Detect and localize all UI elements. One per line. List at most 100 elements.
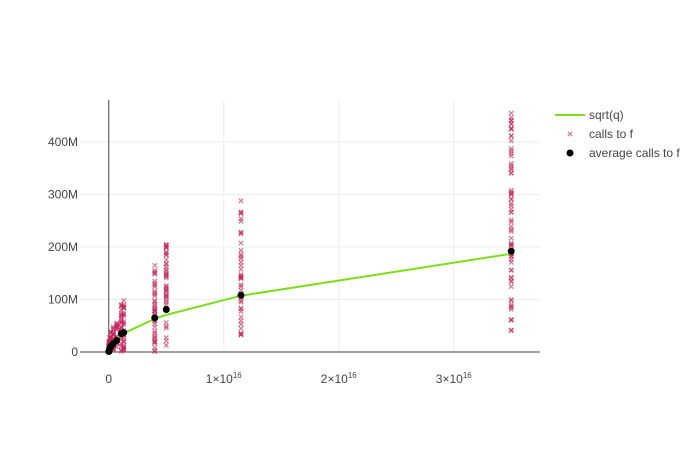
x-tick-label: 2×1016 (321, 371, 357, 386)
series-sqrt-q (107, 252, 512, 353)
calls-to-f-marker (163, 241, 169, 248)
average-calls-marker (151, 314, 159, 322)
calls-to-f-marker (238, 251, 244, 258)
x-tick-base: 2×10 (321, 372, 348, 386)
calls-to-f-marker (163, 319, 169, 326)
calls-to-f-marker (508, 223, 514, 230)
calls-to-f-marker (508, 327, 514, 333)
calls-to-f-marker (121, 338, 127, 344)
calls-to-f-marker (152, 335, 158, 341)
calls-to-f-marker (121, 313, 127, 319)
calls-to-f-marker (508, 306, 514, 313)
calls-to-f-marker (238, 299, 244, 305)
legend-item[interactable]: sqrt(q) (555, 108, 624, 122)
x-tick-label: 0 (105, 372, 112, 386)
calls-to-f-marker (163, 257, 169, 263)
calls-to-f-marker (163, 261, 169, 267)
calls-to-f-marker (508, 200, 514, 207)
calls-to-f-marker (152, 328, 158, 334)
x-tick-label: 3×1016 (436, 371, 472, 386)
legend-item[interactable]: calls to f (567, 127, 634, 141)
calls-to-f-marker (163, 252, 169, 258)
calls-to-f-marker (508, 110, 514, 116)
x-tick-base: 0 (105, 372, 112, 386)
calls-to-f-marker (508, 133, 514, 139)
calls-to-f-marker (121, 303, 127, 309)
calls-to-f-marker (508, 243, 514, 249)
legend-swatch-dot (566, 149, 574, 157)
legend-label: calls to f (589, 127, 634, 141)
calls-to-f-marker (114, 320, 120, 326)
calls-to-f-marker (152, 345, 158, 351)
calls-to-f-marker (238, 282, 244, 288)
calls-to-f-marker (152, 306, 158, 312)
calls-to-f-marker (238, 198, 244, 204)
y-tick-label: 200M (48, 240, 78, 254)
calls-to-f-marker (508, 228, 514, 235)
y-tick-label: 0 (71, 345, 78, 359)
calls-to-f-marker (121, 344, 127, 350)
average-calls-marker (120, 329, 128, 337)
calls-to-f-marker (508, 301, 514, 308)
calls-to-f-marker (152, 270, 158, 276)
legend[interactable]: sqrt(q) calls to f average calls to f (555, 108, 680, 160)
legend-label: sqrt(q) (589, 108, 624, 122)
axes (80, 100, 540, 353)
calls-to-f-marker (152, 340, 158, 346)
calls-to-f-marker (508, 138, 514, 144)
calls-to-f-marker (238, 210, 244, 216)
calls-to-f-marker (121, 339, 127, 345)
calls-to-f-marker (238, 275, 244, 281)
calls-to-f-marker (508, 241, 514, 248)
x-tick-base: 3×10 (436, 372, 463, 386)
calls-to-f-marker (152, 307, 158, 314)
calls-to-f-marker (121, 297, 127, 304)
calls-to-f-marker (152, 293, 158, 299)
calls-to-f-marker (238, 231, 244, 237)
calls-to-f-marker (114, 322, 120, 328)
calls-to-f-marker (121, 304, 127, 311)
calls-to-f-marker (238, 283, 244, 290)
x-tick-exponent: 16 (463, 371, 472, 380)
legend-item[interactable]: average calls to f (566, 146, 681, 160)
calls-to-f-marker (152, 282, 158, 288)
calls-to-f-marker (238, 229, 244, 236)
calls-to-f-marker (152, 271, 158, 277)
calls-to-f-marker (163, 338, 169, 344)
calls-to-f-marker (152, 349, 158, 355)
series-average-calls-to-f (105, 247, 515, 355)
calls-to-f-marker (163, 287, 169, 293)
calls-to-f-marker (508, 190, 514, 196)
calls-to-f-marker (508, 219, 514, 225)
calls-to-f-marker (508, 196, 514, 203)
calls-to-f-marker (508, 283, 514, 290)
legend-label: average calls to f (589, 146, 680, 160)
calls-to-f-marker (508, 275, 514, 281)
x-axis-ticks: 0 1×1016 2×1016 3×1016 (105, 371, 472, 386)
calls-to-f-marker (238, 247, 244, 254)
calls-to-f-marker (152, 262, 158, 269)
calls-to-f-marker (163, 271, 169, 277)
grid (80, 100, 540, 352)
calls-to-f-marker (508, 206, 514, 213)
y-tick-label: 100M (48, 293, 78, 307)
calls-to-f-marker (508, 153, 514, 159)
calls-to-f-marker (152, 288, 158, 294)
calls-to-f-marker (121, 321, 127, 327)
legend-swatch-x (567, 131, 573, 137)
y-tick-label: 400M (48, 135, 78, 149)
average-calls-marker (162, 305, 170, 313)
calls-to-f-marker (163, 273, 169, 279)
x-tick-label: 1×1016 (206, 371, 242, 386)
calls-to-f-marker (508, 170, 514, 176)
calls-to-f-marker (238, 216, 244, 222)
calls-to-f-marker (238, 255, 244, 262)
calls-to-f-marker (508, 235, 514, 241)
calls-to-f-marker (163, 267, 169, 273)
calls-to-f-marker (163, 285, 169, 292)
calls-to-f-marker (508, 317, 514, 323)
calls-to-f-marker (508, 115, 514, 121)
calls-to-f-marker (163, 291, 169, 298)
x-tick-exponent: 16 (348, 371, 357, 380)
calls-to-f-marker (508, 274, 514, 280)
